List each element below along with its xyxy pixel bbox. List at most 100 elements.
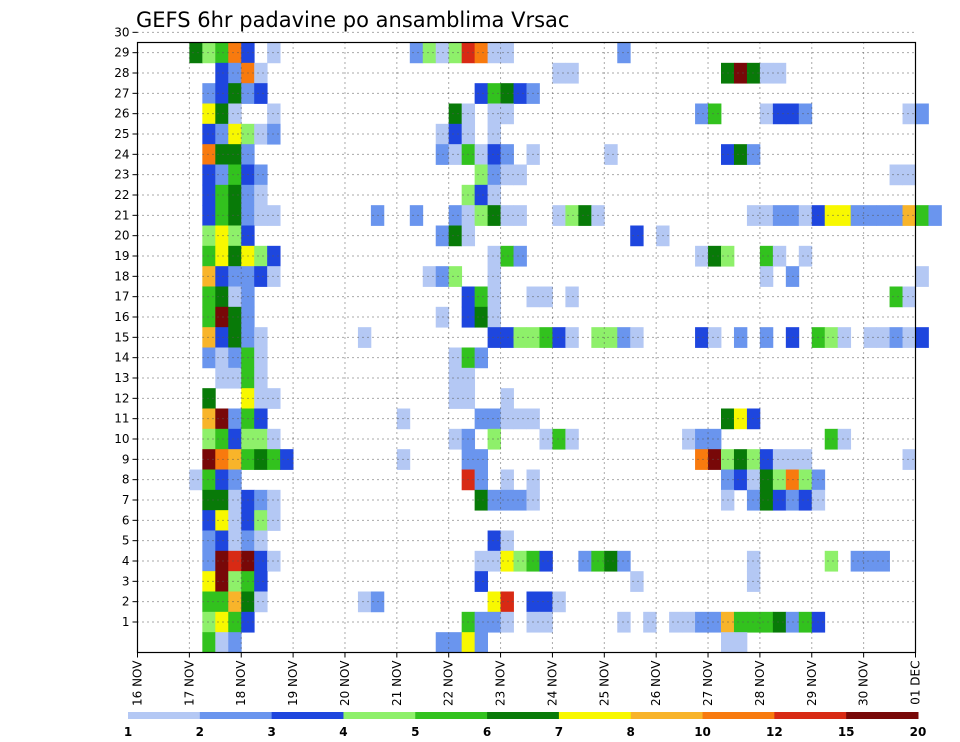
- heatmap-cell: [798, 489, 813, 511]
- heatmap-cell: [228, 245, 242, 267]
- y-tick-label: 29: [114, 46, 129, 60]
- heatmap-cell: [228, 347, 242, 369]
- heatmap-cell: [759, 62, 774, 84]
- heatmap-cell: [513, 408, 527, 430]
- y-tick-label: 17: [114, 290, 129, 304]
- heatmap-cell: [746, 550, 761, 572]
- heatmap-cell: [267, 42, 281, 64]
- heatmap-cell: [357, 327, 372, 348]
- heatmap-cell: [733, 469, 748, 491]
- heatmap-cell: [202, 550, 216, 572]
- heatmap-cell: [487, 123, 501, 145]
- y-tick-label: 4: [122, 554, 130, 568]
- heatmap-cell: [448, 205, 463, 226]
- heatmap-cell: [824, 550, 839, 572]
- heatmap-cell: [759, 103, 774, 125]
- heatmap-cell: [500, 591, 514, 613]
- heatmap-cell: [215, 42, 229, 64]
- heatmap-cell: [215, 408, 229, 430]
- heatmap-cell: [228, 123, 242, 145]
- heatmap-cell: [746, 144, 761, 165]
- heatmap-cell: [435, 225, 450, 247]
- heatmap-cell: [772, 103, 787, 125]
- heatmap-cell: [228, 550, 242, 572]
- heatmap-cell: [915, 103, 929, 125]
- heatmap-cell: [708, 611, 722, 633]
- heatmap-cell: [500, 103, 514, 125]
- heatmap-cell: [772, 489, 787, 511]
- heatmap-cell: [228, 286, 242, 308]
- heatmap-cell: [474, 611, 488, 633]
- heatmap-cell: [902, 286, 916, 308]
- heatmap-cell: [500, 611, 514, 633]
- heatmap-cell: [630, 327, 644, 348]
- legend-label: 3: [267, 725, 275, 739]
- heatmap-cell: [254, 408, 268, 430]
- x-tick-label: 28 NOV: [753, 660, 767, 706]
- heatmap-cell: [889, 164, 903, 186]
- heatmap-cell: [254, 489, 268, 511]
- heatmap-cell: [215, 428, 229, 450]
- heatmap-cell: [682, 428, 696, 450]
- heatmap-cell: [746, 205, 761, 226]
- heatmap-cell: [254, 550, 268, 572]
- y-tick-label: 30: [114, 25, 129, 39]
- heatmap-cell: [695, 428, 709, 450]
- y-tick-label: 18: [114, 269, 129, 283]
- heatmap-cell: [695, 611, 709, 633]
- heatmap-cell: [487, 550, 501, 572]
- y-tick-label: 28: [114, 66, 129, 80]
- heatmap-cell: [552, 428, 566, 450]
- heatmap-cell: [254, 571, 268, 592]
- heatmap-cell: [409, 42, 424, 64]
- heatmap-cell: [746, 449, 761, 470]
- heatmap-cell: [396, 449, 411, 470]
- heatmap-cell: [189, 469, 203, 491]
- heatmap-cell: [487, 205, 501, 226]
- heatmap-cell: [539, 286, 553, 308]
- heatmap-cell: [889, 205, 903, 226]
- legend-label: 6: [483, 725, 491, 739]
- heatmap-cell: [513, 489, 527, 511]
- x-tick-label: 30 NOV: [857, 660, 871, 706]
- legend-swatch: [487, 712, 560, 719]
- heatmap-cell: [552, 62, 566, 84]
- heatmap-cell: [215, 550, 229, 572]
- heatmap-cell: [487, 83, 501, 104]
- heatmap-cell: [759, 245, 774, 267]
- heatmap-cell: [733, 62, 748, 84]
- heatmap-cell: [254, 245, 268, 267]
- heatmap-cell: [552, 591, 566, 613]
- heatmap-cell: [539, 550, 553, 572]
- heatmap-cell: [695, 449, 709, 470]
- heatmap-cell: [474, 347, 488, 369]
- heatmap-cell: [228, 449, 242, 470]
- heatmap-cell: [254, 347, 268, 369]
- heatmap-cell: [487, 611, 501, 633]
- heatmap-cell: [202, 388, 216, 409]
- heatmap-cell: [254, 266, 268, 287]
- heatmap-cell: [228, 205, 242, 226]
- heatmap-cell: [448, 225, 463, 247]
- heatmap-cell: [733, 327, 748, 348]
- heatmap-cell: [798, 469, 813, 491]
- y-tick-label: 21: [114, 208, 129, 222]
- heatmap-cell: [202, 469, 216, 491]
- legend-swatch: [702, 712, 775, 719]
- legend-label: 15: [838, 725, 855, 739]
- heatmap-cell: [863, 327, 877, 348]
- heatmap-cell: [215, 530, 229, 552]
- heatmap-cell: [733, 449, 748, 470]
- heatmap-cell: [448, 103, 463, 125]
- heatmap-cell: [228, 571, 242, 592]
- heatmap-cell: [863, 205, 877, 226]
- heatmap-cell: [267, 103, 281, 125]
- heatmap-cell: [280, 449, 294, 470]
- chart-title: GEFS 6hr padavine po ansamblima Vrsac: [136, 8, 569, 32]
- x-tick-label: 22 NOV: [442, 660, 456, 706]
- heatmap-cell: [798, 611, 813, 633]
- legend-label: 10: [694, 725, 711, 739]
- heatmap-cell: [228, 611, 242, 633]
- x-tick-label: 16 NOV: [131, 660, 145, 706]
